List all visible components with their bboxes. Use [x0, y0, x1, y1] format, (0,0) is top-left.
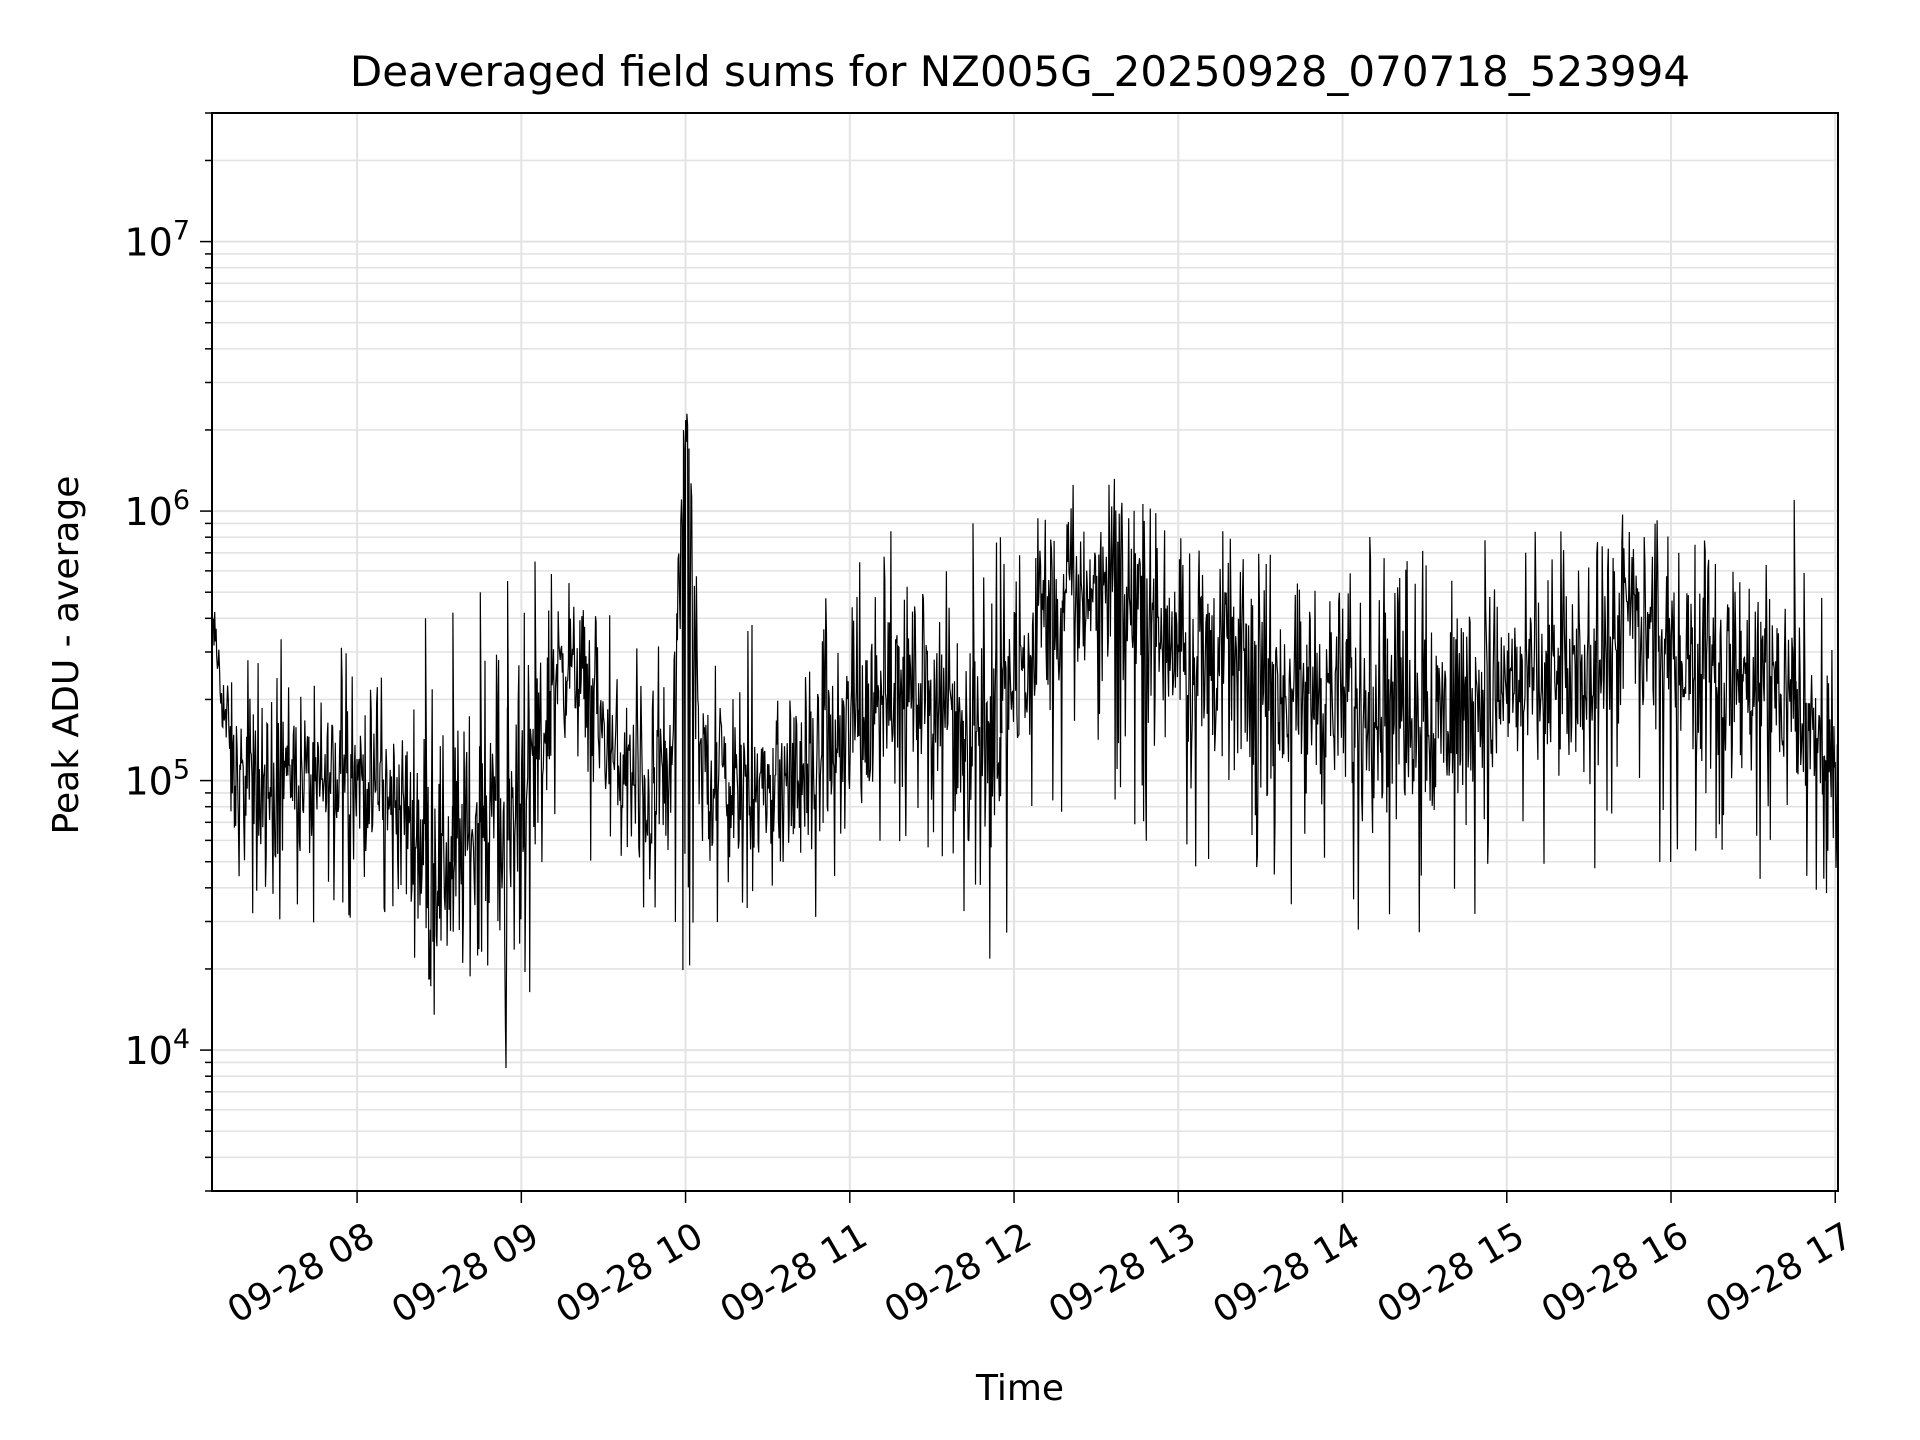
series-line: [212, 413, 1838, 1069]
x-axis-label: Time: [975, 1368, 1064, 1409]
y-axis-ticks: 104 105 106 107: [124, 112, 212, 1192]
y-tick-label: 106: [124, 485, 190, 534]
plot-area: [212, 413, 1838, 1069]
y-tick-label: 105: [124, 755, 190, 804]
y-axis-label: Peak ADU - average: [46, 476, 87, 835]
y-tick-label: 107: [124, 216, 190, 265]
chart-title: Deaveraged field sums for NZ005G_2025092…: [350, 47, 1690, 96]
y-tick-label: 104: [124, 1024, 190, 1073]
